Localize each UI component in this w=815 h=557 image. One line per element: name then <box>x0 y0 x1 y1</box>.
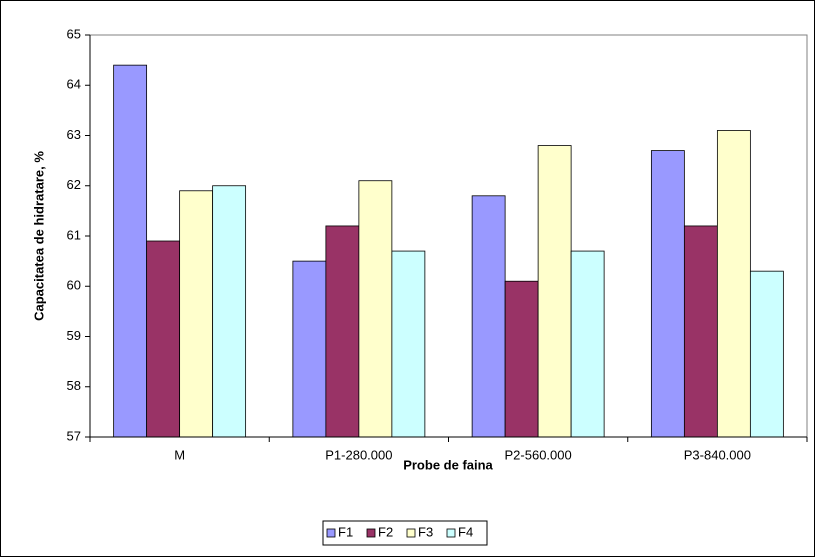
bar <box>292 260 327 438</box>
y-tick-label: 57 <box>67 428 81 443</box>
bar <box>325 225 360 438</box>
bar <box>504 280 539 438</box>
y-tick-label: 65 <box>67 26 81 41</box>
legend-label: F1 <box>338 524 353 539</box>
x-tick-label: P2-560.000 <box>505 447 572 462</box>
bar <box>537 145 572 438</box>
bar <box>179 190 214 438</box>
legend-label: F4 <box>458 524 473 539</box>
y-axis-title: Capacitatea de hidratare, % <box>31 151 46 321</box>
y-tick-label: 64 <box>67 77 81 92</box>
x-tick-label: P3-840.000 <box>684 447 751 462</box>
bar <box>212 185 247 438</box>
y-tick-label: 58 <box>67 378 81 393</box>
y-tick-label: 60 <box>67 278 81 293</box>
legend-swatch <box>326 528 336 538</box>
bar <box>683 225 718 438</box>
bar <box>471 195 506 438</box>
x-axis-title: Probe de faina <box>403 457 493 472</box>
y-tick-label: 59 <box>67 328 81 343</box>
legend-box <box>322 520 488 546</box>
y-tick-label: 62 <box>67 177 81 192</box>
bar <box>749 270 784 438</box>
x-tick-label: P1-280.000 <box>325 447 392 462</box>
bar <box>358 180 393 438</box>
y-tick-label: 61 <box>67 227 81 242</box>
bar <box>113 64 148 438</box>
bar <box>716 130 751 438</box>
bar <box>391 250 426 438</box>
y-tick-label: 63 <box>67 127 81 142</box>
legend-swatch <box>446 528 456 538</box>
legend-label: F3 <box>418 524 433 539</box>
legend-swatch <box>406 528 416 538</box>
bar <box>570 250 605 438</box>
legend-label: F2 <box>378 524 393 539</box>
bar <box>650 150 685 438</box>
x-tick-label: M <box>174 447 185 462</box>
bar <box>146 240 181 438</box>
legend-swatch <box>366 528 376 538</box>
